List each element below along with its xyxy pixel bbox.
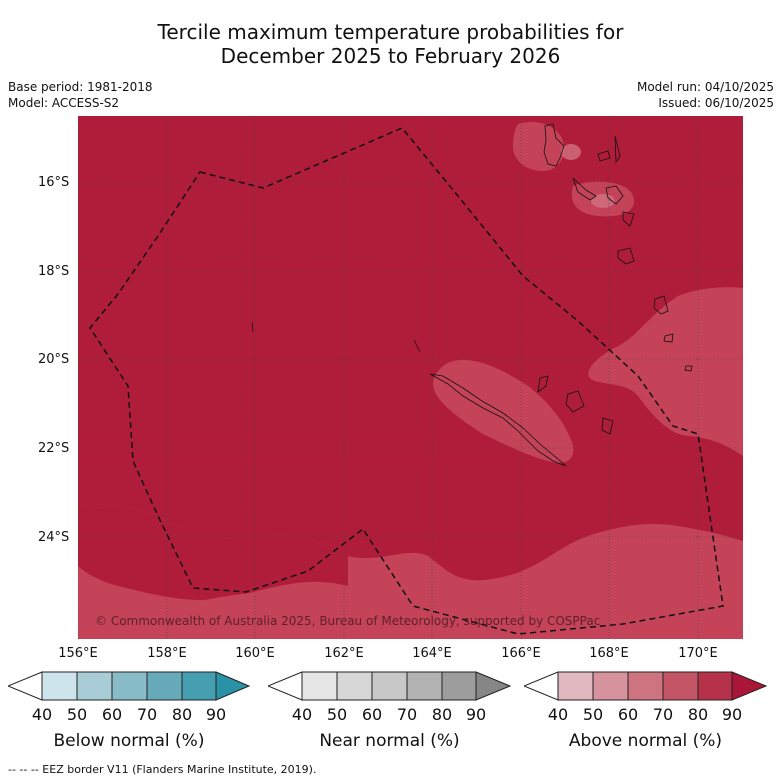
lon-label-158e: 158°E: [147, 646, 187, 661]
colorbar-above-extend-low: [524, 671, 559, 701]
lon-label-156e: 156°E: [58, 646, 98, 661]
lat-label-20s: 20°S: [38, 352, 70, 367]
lat-label-16s: 16°S: [38, 175, 70, 190]
new-caledonia-coast: [429, 373, 567, 467]
tick: 40: [547, 705, 569, 724]
lon-label-162e: 162°E: [324, 646, 364, 661]
tick: 40: [291, 705, 313, 724]
lon-label-160e: 160°E: [235, 646, 275, 661]
tick: 40: [31, 705, 53, 724]
model-name: Model: ACCESS-S2: [8, 96, 120, 110]
tick: 90: [465, 705, 487, 724]
colorbar-near-normal: [268, 671, 511, 701]
tanna-coast: [653, 295, 669, 315]
tick: 60: [101, 705, 123, 724]
colorbar-below-normal: [8, 671, 250, 701]
vanuatu-island-3: [614, 135, 621, 164]
belep-coast: [413, 339, 421, 353]
tick: 80: [431, 705, 453, 724]
loyalty-island-3: [601, 417, 614, 435]
chart-title-line1: Tercile maximum temperature probabilitie…: [157, 20, 624, 44]
below-normal-title: Below normal (%): [53, 731, 205, 751]
tick: 50: [582, 705, 604, 724]
lat-label-24s: 24°S: [38, 530, 70, 545]
model-run: Model run: 04/10/2025: [636, 80, 774, 94]
vanuatu-north-region: [513, 121, 565, 171]
lon-label-164e: 164°E: [412, 646, 452, 661]
espiritu-santo-coast: [543, 123, 565, 167]
new-caledonia-region: [433, 359, 574, 463]
east-region: [588, 287, 743, 456]
tick: 50: [66, 705, 88, 724]
tick: 60: [617, 705, 639, 724]
tick: 90: [205, 705, 227, 724]
colorbar-above-extend-high: [731, 671, 767, 701]
colorbar-above-normal: [524, 671, 767, 701]
tick: 70: [136, 705, 158, 724]
south-inner-dark: [78, 504, 348, 601]
tick: 80: [687, 705, 709, 724]
colorbar-near-extend-low: [268, 671, 303, 701]
loyalty-island-2: [565, 390, 585, 413]
colorbar-near-extend-high: [475, 671, 511, 701]
eez-border: [89, 127, 724, 635]
tick: 50: [326, 705, 348, 724]
colorbar-below-extend-low: [8, 671, 43, 701]
lon-label-168e: 168°E: [589, 646, 629, 661]
copyright-notice: © Commonwealth of Australia 2025, Bureau…: [95, 614, 601, 628]
lat-label-22s: 22°S: [38, 441, 70, 456]
chesterfield-island: [251, 321, 254, 333]
probability-map: [78, 116, 743, 639]
aneityum-coast: [663, 333, 674, 343]
graticule: [78, 116, 743, 639]
vanuatu-island-2: [597, 150, 611, 162]
south-patch: [168, 589, 418, 639]
issued-date: Issued: 06/10/2025: [658, 96, 774, 110]
tick: 70: [396, 705, 418, 724]
colorbar-below-extend-high: [215, 671, 250, 701]
hotspot-1: [561, 144, 581, 160]
lon-label-166e: 166°E: [501, 646, 541, 661]
tick: 60: [361, 705, 383, 724]
tick: 80: [171, 705, 193, 724]
epi-coast: [605, 185, 624, 205]
chart-title-line2: December 2025 to February 2026: [220, 44, 561, 68]
base-period: Base period: 1981-2018: [8, 80, 153, 94]
efate-coast: [622, 211, 635, 227]
coastlines: [251, 123, 693, 467]
eez-legend-note: -- -- -- EEZ border V11 (Flanders Marine…: [8, 763, 317, 776]
malekula-coast: [572, 177, 597, 201]
lat-label-18s: 18°S: [38, 264, 70, 279]
erromango-coast: [617, 247, 635, 265]
lon-label-170e: 170°E: [678, 646, 718, 661]
tick: 90: [721, 705, 743, 724]
tick: 70: [652, 705, 674, 724]
near-normal-title: Near normal (%): [319, 731, 460, 751]
loyalty-island-1: [537, 375, 549, 393]
matthew-island: [684, 365, 693, 372]
above-normal-title: Above normal (%): [568, 731, 723, 751]
